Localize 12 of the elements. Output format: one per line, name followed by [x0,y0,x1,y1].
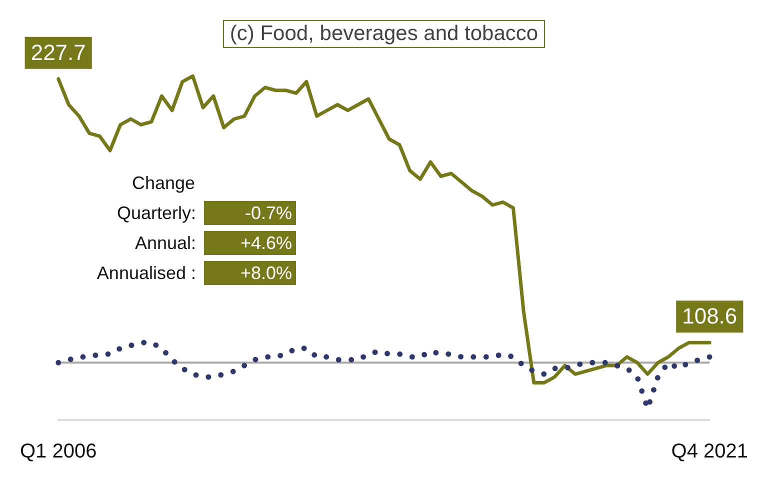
annotation: +4.6% [204,231,296,255]
annotation: +8.0% [204,261,296,285]
annotation: 108.6 [682,304,738,329]
annotation: 227.7 [30,40,86,65]
annotation: Quarterly: [116,202,197,224]
x-tick-label: Q4 2021 [671,440,748,463]
annotation: -0.7% [204,201,296,225]
x-tick-label: Q1 2006 [20,440,97,463]
annotation: Annual: [134,232,197,254]
annotation: Change [131,172,196,195]
chart-title: (c) Food, beverages and tobacco [222,20,546,48]
annotation: Annualised : [96,262,197,284]
